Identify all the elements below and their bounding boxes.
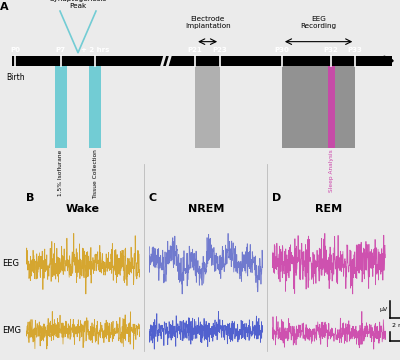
Bar: [89, 66, 101, 148]
Bar: [328, 66, 335, 148]
Text: P23: P23: [213, 47, 227, 53]
Bar: [282, 66, 355, 148]
Text: Wake: Wake: [66, 204, 100, 214]
Text: P33: P33: [348, 47, 363, 53]
Text: EEG
Recording: EEG Recording: [300, 17, 337, 30]
Text: 2 min: 2 min: [392, 323, 400, 328]
Bar: [195, 66, 220, 148]
Text: P21: P21: [188, 47, 202, 53]
Text: P0: P0: [10, 47, 20, 53]
Text: + 2 hrs: + 2 hrs: [81, 47, 109, 53]
Bar: [55, 66, 67, 148]
Text: EEG: EEG: [2, 259, 19, 268]
Text: Birth: Birth: [6, 73, 24, 82]
Text: Synaptogenesis
Peak: Synaptogenesis Peak: [49, 0, 107, 9]
Text: Tissue Collection: Tissue Collection: [93, 150, 98, 199]
Text: Sleep Analysis: Sleep Analysis: [329, 150, 334, 192]
Text: D: D: [272, 193, 281, 203]
Text: C: C: [149, 193, 157, 203]
Text: P32: P32: [324, 47, 338, 53]
Text: EMG: EMG: [2, 326, 21, 335]
Text: µV: µV: [379, 307, 388, 312]
Text: REM: REM: [315, 204, 342, 214]
Text: B: B: [26, 193, 34, 203]
Text: Electrode
Implantation: Electrode Implantation: [185, 17, 230, 30]
Text: 1.5% Isoflurane: 1.5% Isoflurane: [58, 150, 63, 196]
Text: P30: P30: [274, 47, 290, 53]
Text: P7: P7: [56, 47, 66, 53]
Bar: [12, 56, 392, 66]
Text: A: A: [0, 2, 9, 12]
Text: NREM: NREM: [188, 204, 224, 214]
